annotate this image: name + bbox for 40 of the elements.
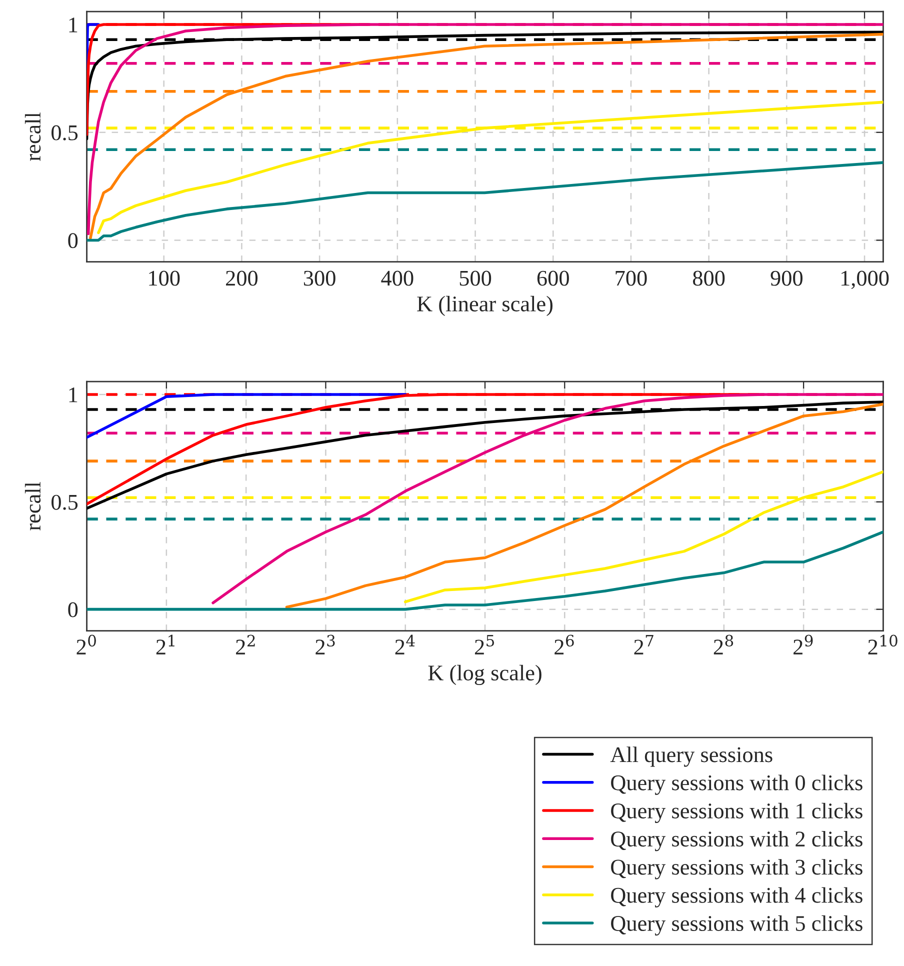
legend-label: Query sessions with 3 clicks [611, 859, 862, 880]
line-series [86, 30, 884, 140]
x-tick-label: 2$^{8}$ [714, 634, 734, 654]
y-tick-label: 0.5 [52, 125, 78, 140]
y-tick-label: 0 [68, 233, 78, 248]
y-tick-label: 1 [69, 18, 78, 32]
legend-label: All query sessions [610, 746, 772, 767]
legend-label: Query sessions with 4 clicks [611, 887, 862, 908]
x-tick-label: 2$^{1}$ [156, 634, 174, 654]
x-tick-label: 300 [304, 270, 336, 286]
legend-label: Query sessions with 5 clicks [611, 915, 862, 936]
x-tick-label: 700 [616, 270, 647, 286]
x-tick-label: 2$^{5}$ [474, 634, 494, 654]
line-series [86, 161, 884, 242]
x-tick-label: 2$^{3}$ [316, 634, 335, 654]
x-tick-label: 2$^{6}$ [554, 634, 574, 654]
y-tick-label: 1 [69, 388, 78, 402]
legend-label: Query sessions with 1 clicks [611, 802, 862, 824]
x-tick-label: 200 [226, 270, 258, 286]
y-tick-label: 0.5 [52, 494, 78, 510]
y-axis-title: recall [24, 112, 41, 161]
x-tick-label: 2$^{2}$ [236, 634, 255, 654]
x-axis-title: K (linear scale) [417, 296, 552, 316]
x-axis-title: K (log scale) [428, 664, 542, 686]
x-tick-label: 800 [693, 270, 725, 286]
x-tick-label: 2$^{9}$ [794, 634, 813, 654]
x-tick-label: 400 [381, 270, 414, 286]
y-axis-title: recall [24, 482, 41, 530]
x-tick-label: 500 [460, 270, 492, 286]
x-tick-label: 100 [149, 270, 180, 286]
legend-label: Query sessions with 2 clicks [611, 830, 862, 852]
x-tick-label: 1,000 [841, 270, 889, 289]
x-tick-label: 2$^{0}$ [76, 634, 96, 654]
y-tick-label: 0 [68, 602, 78, 618]
x-tick-label: 900 [770, 270, 802, 286]
x-tick-label: 2$^{10}$ [868, 634, 898, 654]
x-tick-label: 2$^{7}$ [634, 634, 654, 654]
x-tick-label: 2$^{4}$ [395, 634, 415, 654]
x-tick-label: 600 [537, 270, 569, 286]
legend-label: Query sessions with 0 clicks [611, 774, 862, 795]
